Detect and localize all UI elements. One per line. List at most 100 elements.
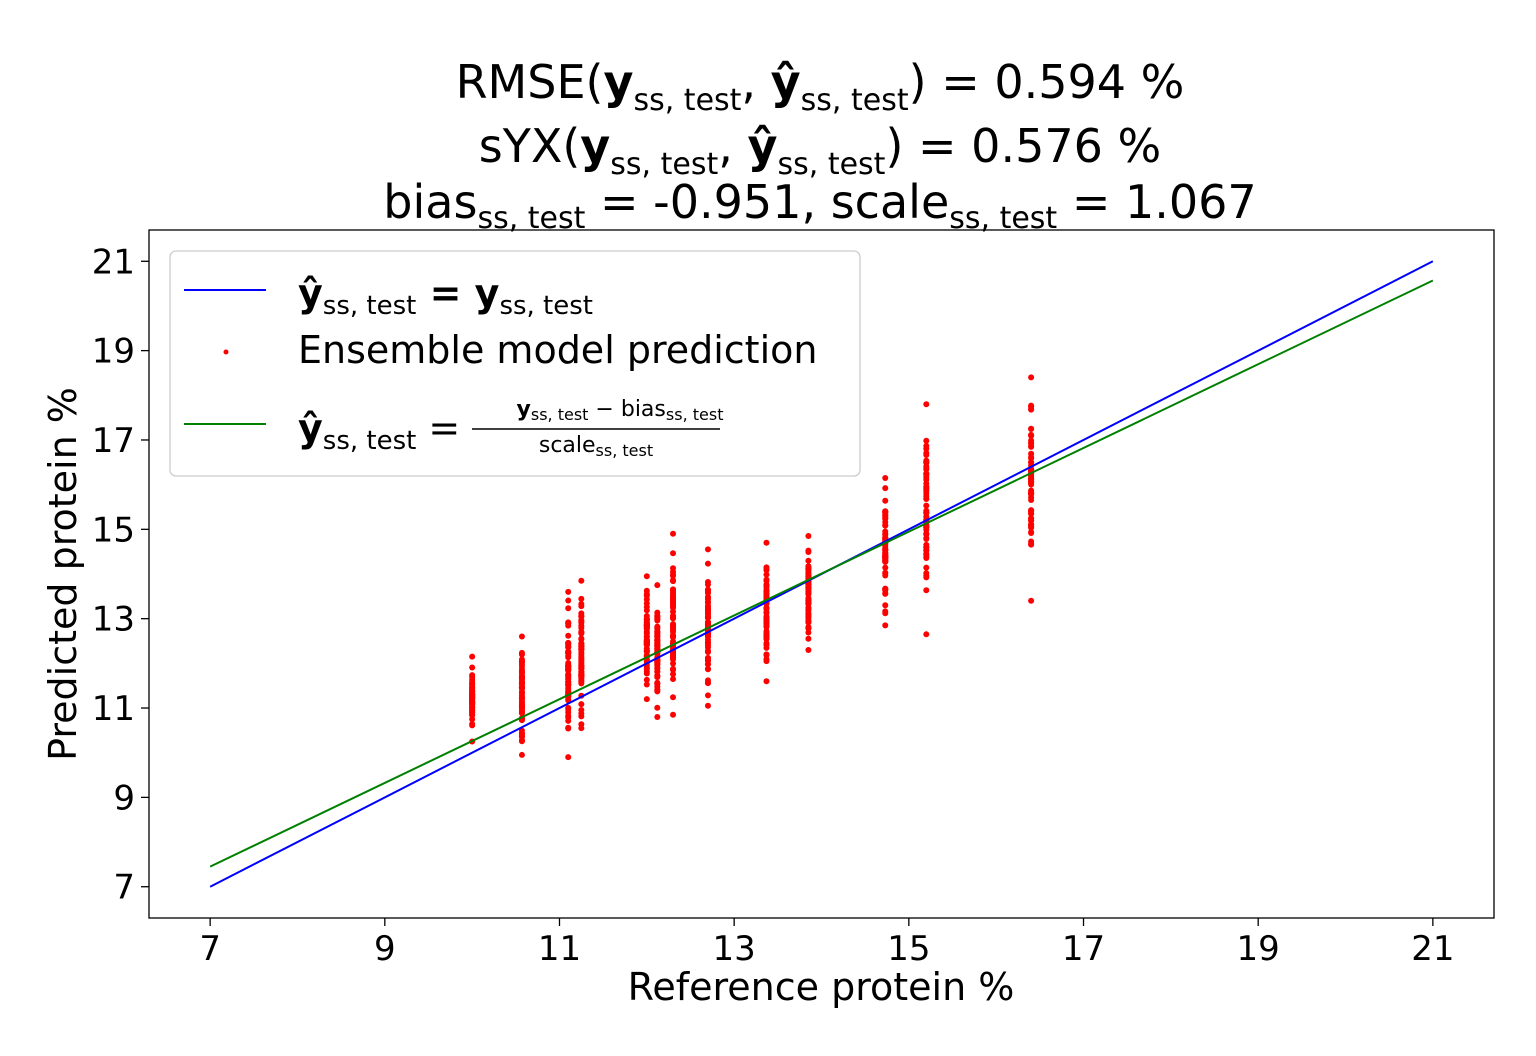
y-tick-label: 15 — [92, 510, 135, 550]
scatter-point — [578, 676, 585, 683]
scatter-point — [763, 605, 770, 612]
scatter-point — [882, 508, 889, 515]
x-axis-ticks: 7 9 11 13 15 17 19 21 — [199, 918, 1454, 969]
scatter-point — [670, 530, 677, 537]
scatter-point — [578, 706, 585, 713]
x-axis-label: Reference protein % — [628, 965, 1015, 1009]
scatter-point — [578, 649, 585, 656]
scatter-point — [578, 635, 585, 642]
scatter-point — [518, 675, 525, 682]
scatter-point — [654, 659, 661, 666]
legend-identity-label: ŷss, test = yss, test — [298, 271, 593, 321]
scatter-point — [704, 619, 711, 626]
scatter-point — [654, 672, 661, 679]
scatter-point — [704, 666, 711, 673]
scatter-point — [805, 533, 812, 540]
scatter-point — [882, 522, 889, 529]
scatter-point — [805, 557, 812, 564]
scatter-point — [805, 646, 812, 653]
scatter-point — [1028, 507, 1035, 514]
scatter-point — [518, 661, 525, 668]
fit-line — [209, 279, 1434, 868]
scatter-point — [1028, 479, 1035, 486]
scatter-point — [704, 596, 711, 603]
scatter-point — [763, 587, 770, 594]
scatter-point — [923, 631, 930, 638]
scatter-point — [469, 704, 476, 711]
scatter-point — [1028, 431, 1035, 438]
y-tick-label: 7 — [113, 868, 135, 908]
scatter-point — [763, 628, 770, 635]
plot-area — [148, 229, 1495, 919]
x-tick-label: 7 — [199, 929, 221, 969]
scatter-point — [565, 588, 572, 595]
scatter-point — [704, 602, 711, 609]
scatter-point — [882, 622, 889, 629]
scatter-point — [923, 544, 930, 551]
scatter-point — [654, 639, 661, 646]
scatter-point — [923, 442, 930, 449]
scatter-point — [518, 685, 525, 692]
scatter-point — [704, 546, 711, 553]
scatter-point — [1028, 459, 1035, 466]
scatter-point — [565, 709, 572, 716]
scatter-point — [643, 665, 650, 672]
y-tick-label: 19 — [92, 332, 135, 372]
scatter-point — [565, 643, 572, 650]
x-tick-label: 21 — [1411, 929, 1454, 969]
scatter-point — [923, 535, 930, 542]
scatter-point — [643, 639, 650, 646]
scatter-point — [654, 713, 661, 720]
scatter-point — [469, 653, 476, 660]
scatter-point — [578, 665, 585, 672]
scatter-point — [882, 485, 889, 492]
scatter-point — [1028, 489, 1035, 496]
scatter-point — [805, 611, 812, 618]
scatter-point — [763, 591, 770, 598]
scatter-point — [670, 572, 677, 579]
scatter-point — [704, 648, 711, 655]
scatter-point — [469, 673, 476, 680]
scatter-point — [1028, 454, 1035, 461]
scatter-point — [654, 633, 661, 640]
scatter-point — [654, 665, 661, 672]
scatter-point — [1028, 426, 1035, 433]
scatter-point — [565, 664, 572, 671]
scatter-point — [643, 592, 650, 599]
scatter-point — [670, 694, 677, 701]
scatter-point — [763, 620, 770, 627]
scatter-point — [1028, 403, 1035, 410]
scatter-point — [643, 604, 650, 611]
scatter-point — [1028, 597, 1035, 604]
title-line-1: RMSE(yss, test, ŷss, test) = 0.594 % — [456, 55, 1185, 118]
scatter-point — [923, 564, 930, 571]
scatter-point — [704, 642, 711, 649]
scatter-point — [882, 528, 889, 535]
scatter-point — [565, 632, 572, 639]
legend-scatter-marker — [223, 349, 229, 355]
scatter-point — [763, 614, 770, 621]
scatter-point — [654, 609, 661, 616]
scatter-point — [882, 474, 889, 481]
scatter-point — [578, 628, 585, 635]
scatter-point — [518, 704, 525, 711]
scatter-point — [923, 437, 930, 444]
scatter-point — [763, 577, 770, 584]
scatter-point — [763, 678, 770, 685]
chart-title: RMSE(yss, test, ŷss, test) = 0.594 % sYX… — [383, 55, 1256, 236]
scatter-point — [763, 658, 770, 665]
scatter-point — [670, 578, 677, 585]
y-tick-label: 9 — [113, 778, 135, 818]
scatter-point — [518, 651, 525, 658]
scatter-point — [469, 721, 476, 728]
scatter-point — [578, 577, 585, 584]
scatter-point — [578, 721, 585, 728]
scatter-point — [643, 676, 650, 683]
scatter-points — [469, 374, 1035, 761]
scatter-point — [923, 570, 930, 577]
scatter-point — [578, 680, 585, 687]
title-line-3: biasss, test = -0.951, scaless, test = 1… — [383, 175, 1256, 236]
scatter-point — [670, 565, 677, 572]
scatter-point — [578, 617, 585, 624]
scatter-point — [1028, 517, 1035, 524]
